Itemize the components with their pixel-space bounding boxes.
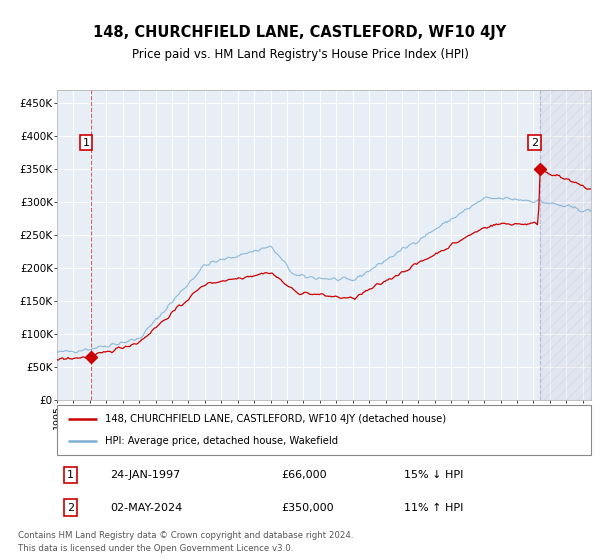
Text: 1: 1 xyxy=(83,138,89,147)
Text: 02-MAY-2024: 02-MAY-2024 xyxy=(110,502,182,512)
Text: 2: 2 xyxy=(531,138,538,147)
Text: £66,000: £66,000 xyxy=(281,470,327,480)
Text: 1: 1 xyxy=(67,470,74,480)
Text: Price paid vs. HM Land Registry's House Price Index (HPI): Price paid vs. HM Land Registry's House … xyxy=(131,48,469,60)
FancyBboxPatch shape xyxy=(57,405,591,455)
Text: £350,000: £350,000 xyxy=(281,502,334,512)
Text: 24-JAN-1997: 24-JAN-1997 xyxy=(110,470,181,480)
Text: 2: 2 xyxy=(67,502,74,512)
Text: 148, CHURCHFIELD LANE, CASTLEFORD, WF10 4JY: 148, CHURCHFIELD LANE, CASTLEFORD, WF10 … xyxy=(94,25,506,40)
Text: 148, CHURCHFIELD LANE, CASTLEFORD, WF10 4JY (detached house): 148, CHURCHFIELD LANE, CASTLEFORD, WF10 … xyxy=(105,414,446,424)
Text: Contains HM Land Registry data © Crown copyright and database right 2024.: Contains HM Land Registry data © Crown c… xyxy=(18,531,353,540)
Text: HPI: Average price, detached house, Wakefield: HPI: Average price, detached house, Wake… xyxy=(105,436,338,446)
Text: 11% ↑ HPI: 11% ↑ HPI xyxy=(404,502,463,512)
Text: 15% ↓ HPI: 15% ↓ HPI xyxy=(404,470,463,480)
Text: This data is licensed under the Open Government Licence v3.0.: This data is licensed under the Open Gov… xyxy=(18,544,293,553)
Bar xyxy=(539,90,591,400)
